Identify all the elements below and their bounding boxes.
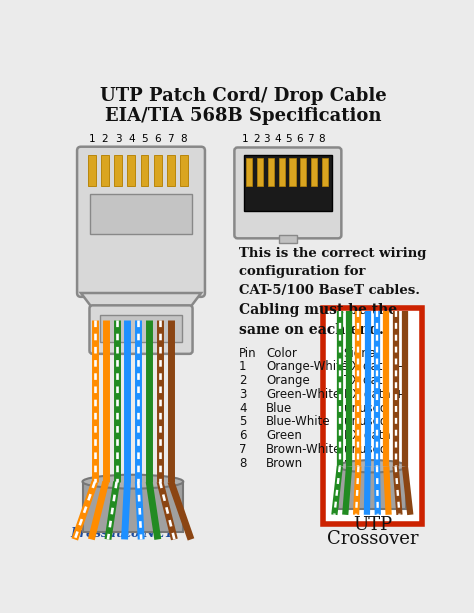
Text: 2: 2 <box>239 374 246 387</box>
Bar <box>154 155 162 186</box>
Ellipse shape <box>338 460 406 473</box>
Text: This is the correct wiring
configuration for
CAT-5/100 BaseT cables.: This is the correct wiring configuration… <box>239 247 427 297</box>
Bar <box>167 155 175 186</box>
Text: Brown: Brown <box>266 457 303 470</box>
Bar <box>90 194 192 234</box>
Bar <box>300 158 307 186</box>
Text: RX data -: RX data - <box>344 429 399 443</box>
Bar <box>323 308 422 524</box>
Text: 5: 5 <box>141 134 148 145</box>
Text: unused: unused <box>344 416 387 428</box>
Text: unused: unused <box>344 457 387 470</box>
Text: EIA/TIA 568B Specification: EIA/TIA 568B Specification <box>105 107 381 124</box>
Text: Green-White: Green-White <box>266 387 340 401</box>
Text: Color: Color <box>266 347 297 360</box>
Bar <box>180 155 188 186</box>
Bar <box>114 155 122 186</box>
Text: 2: 2 <box>101 134 108 145</box>
Text: 6: 6 <box>239 429 246 443</box>
Text: 6: 6 <box>155 134 161 145</box>
Text: 6: 6 <box>296 134 303 145</box>
Bar <box>257 158 263 186</box>
Text: Orange: Orange <box>266 374 310 387</box>
Text: 1: 1 <box>242 134 248 145</box>
Text: 2: 2 <box>253 134 259 145</box>
Bar <box>279 158 285 186</box>
Text: Cabling must be the
same on each end.: Cabling must be the same on each end. <box>239 303 397 337</box>
Text: 7: 7 <box>307 134 314 145</box>
Text: unused: unused <box>344 402 387 414</box>
Text: Pin: Pin <box>239 347 257 360</box>
Text: TX data -: TX data - <box>344 374 398 387</box>
Text: 8: 8 <box>239 457 246 470</box>
Text: 7: 7 <box>239 443 246 456</box>
Text: UTP: UTP <box>353 516 392 535</box>
Text: Signal: Signal <box>344 347 380 360</box>
Bar <box>290 158 296 186</box>
Text: TX data +: TX data + <box>344 360 403 373</box>
Text: 7: 7 <box>167 134 174 145</box>
Text: 1: 1 <box>239 360 246 373</box>
Bar <box>246 158 252 186</box>
Ellipse shape <box>82 474 183 489</box>
Text: RX data +: RX data + <box>344 387 404 401</box>
Bar <box>338 466 406 509</box>
Text: Blue-White: Blue-White <box>266 416 331 428</box>
Text: 4: 4 <box>128 134 135 145</box>
Text: 5: 5 <box>239 416 246 428</box>
FancyBboxPatch shape <box>235 148 341 238</box>
Text: 4: 4 <box>239 402 246 414</box>
Polygon shape <box>81 293 201 308</box>
Text: Pressauto.NET: Pressauto.NET <box>70 527 174 540</box>
Text: 1: 1 <box>89 134 95 145</box>
Text: UTP Patch Cord/ Drop Cable: UTP Patch Cord/ Drop Cable <box>100 88 386 105</box>
Bar <box>82 482 183 531</box>
Text: unused: unused <box>344 443 387 456</box>
Text: Brown-White: Brown-White <box>266 443 342 456</box>
Text: Green: Green <box>266 429 302 443</box>
Bar <box>279 235 297 243</box>
Text: 3: 3 <box>264 134 270 145</box>
Bar <box>268 158 274 186</box>
Text: Orange-White: Orange-White <box>266 360 348 373</box>
Text: 3: 3 <box>115 134 121 145</box>
Bar <box>88 155 96 186</box>
Text: 5: 5 <box>285 134 292 145</box>
Text: Blue: Blue <box>266 402 292 414</box>
Bar <box>141 155 148 186</box>
FancyBboxPatch shape <box>77 147 205 297</box>
Bar <box>128 155 135 186</box>
Bar <box>311 158 317 186</box>
Text: 3: 3 <box>239 387 246 401</box>
Text: 8: 8 <box>318 134 325 145</box>
Text: Crossover: Crossover <box>327 530 418 548</box>
Text: 8: 8 <box>181 134 187 145</box>
Bar <box>244 155 332 211</box>
FancyBboxPatch shape <box>90 305 192 354</box>
Bar <box>101 155 109 186</box>
Bar <box>322 158 328 186</box>
Text: 4: 4 <box>274 134 281 145</box>
Bar <box>100 314 182 341</box>
